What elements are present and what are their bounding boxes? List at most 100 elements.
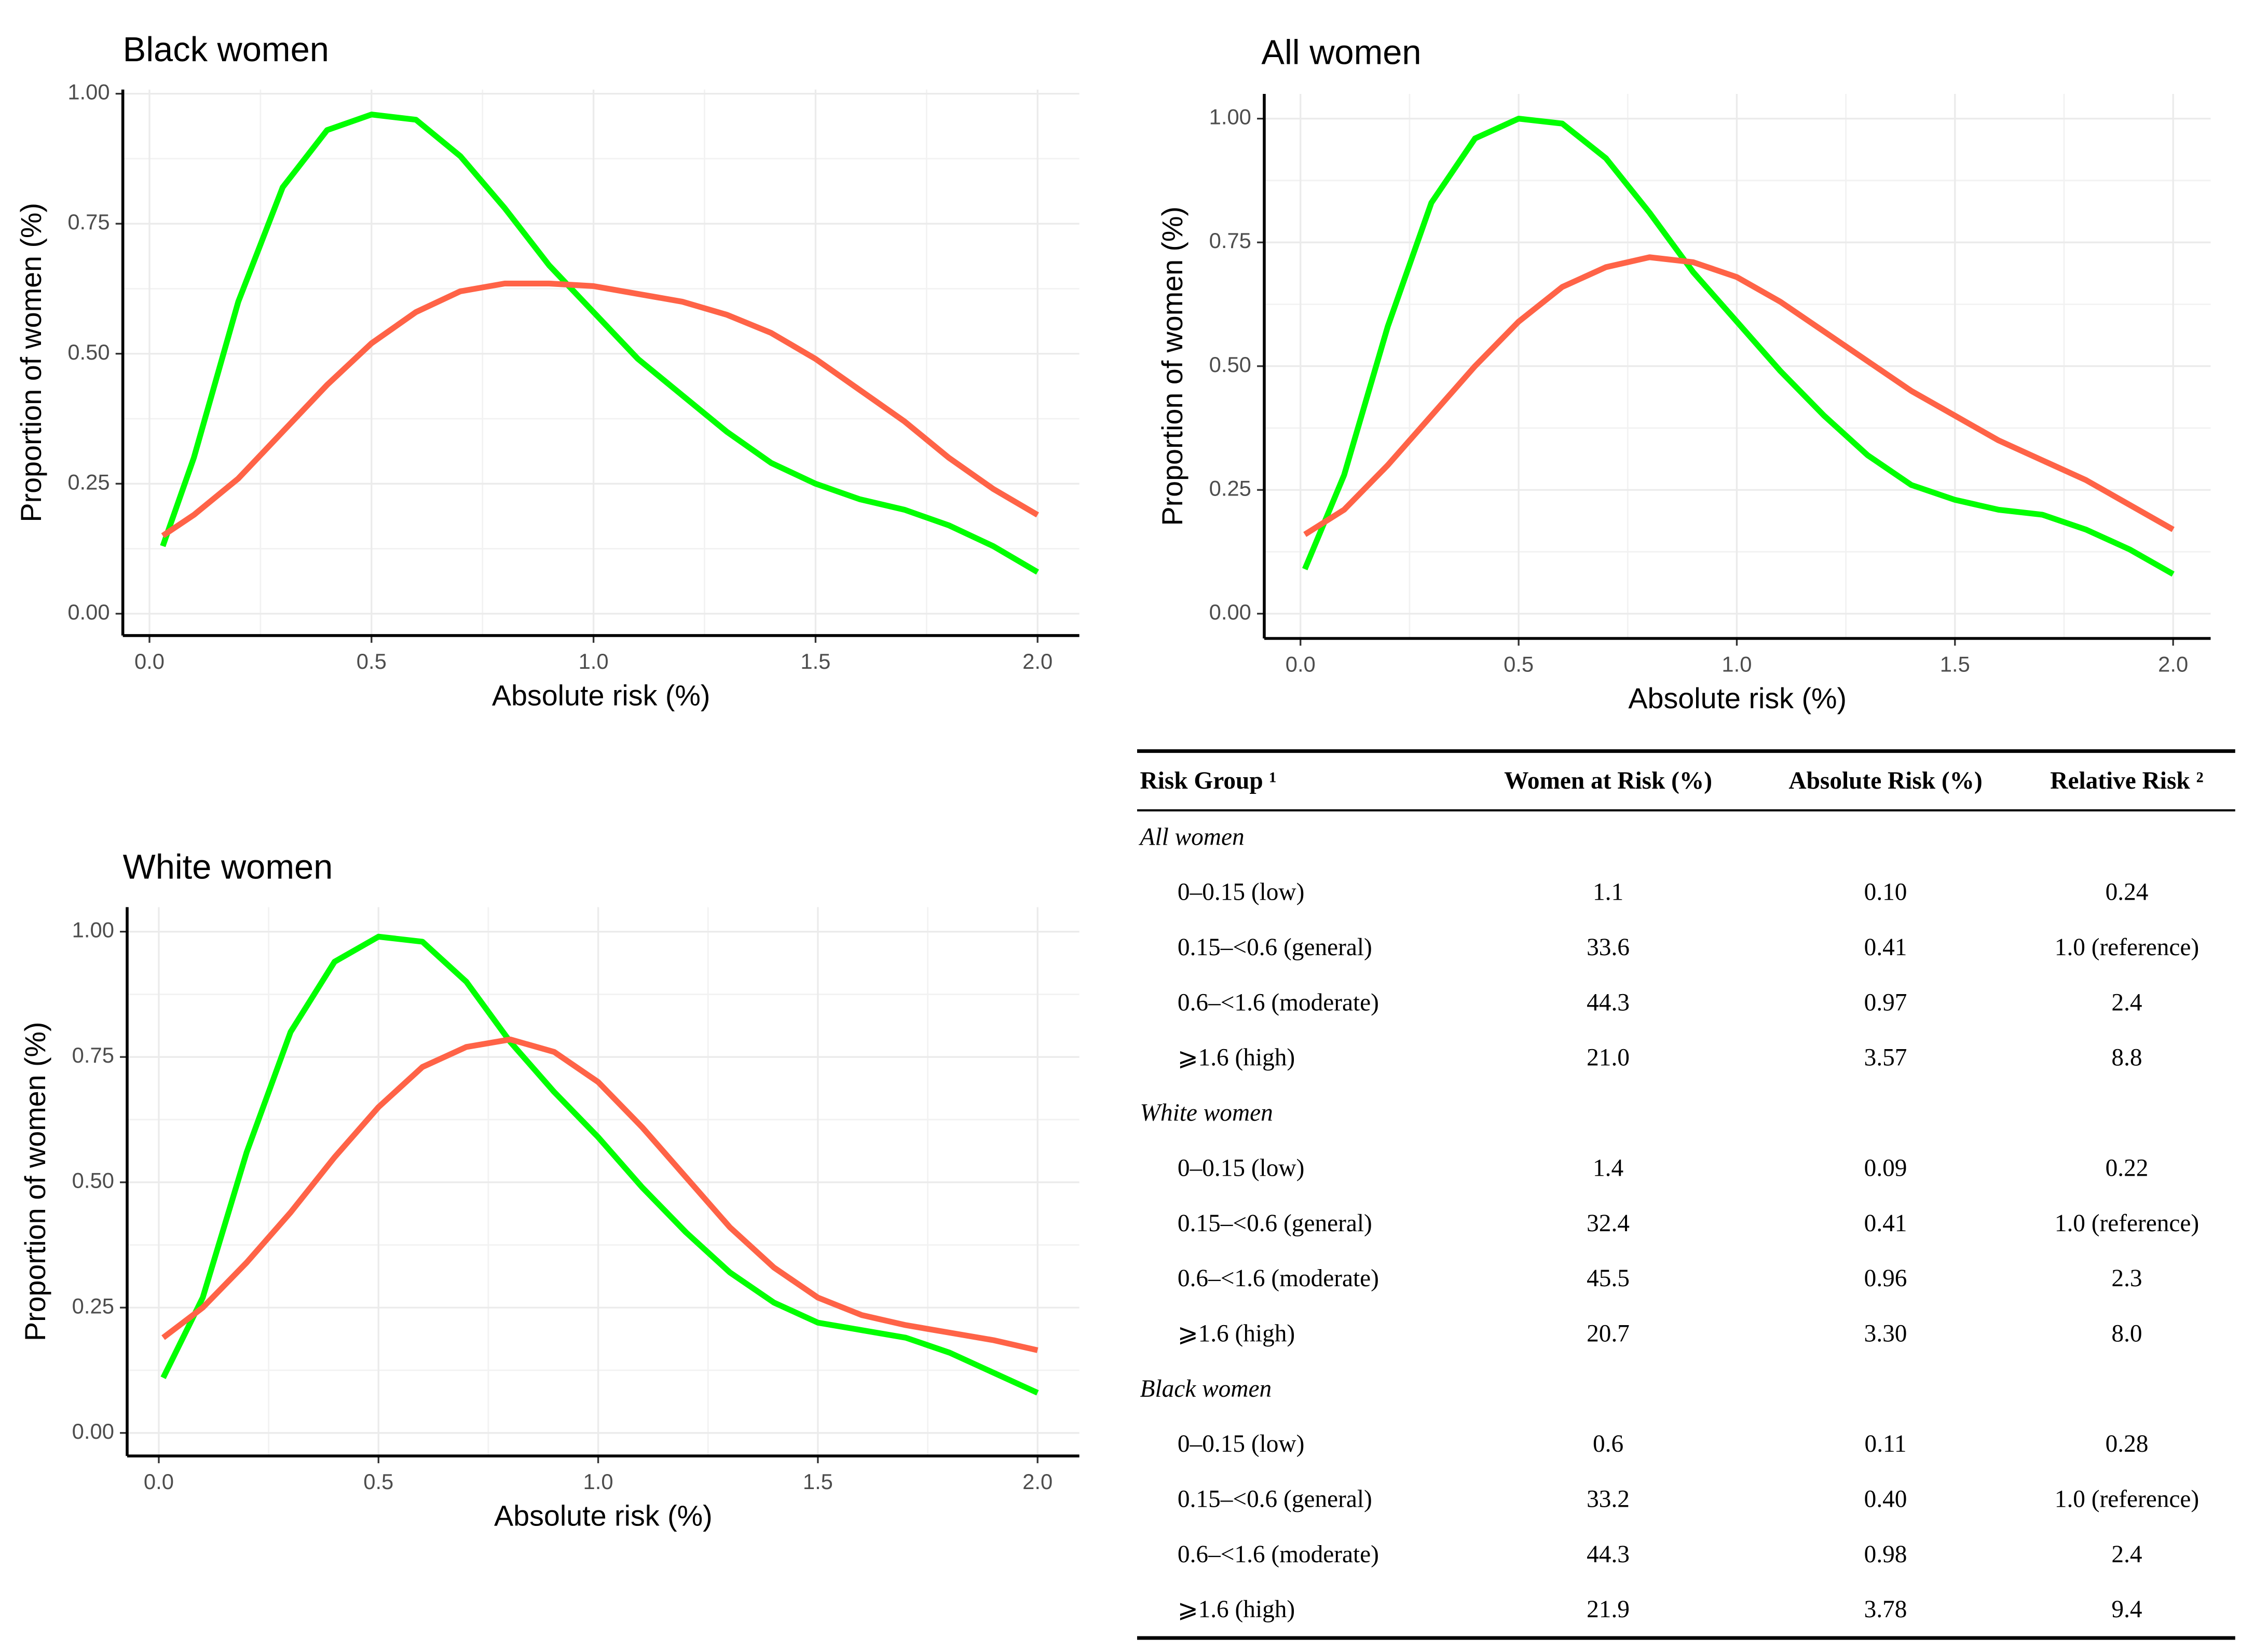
- table-cell: 44.3: [1587, 1541, 1630, 1568]
- line: [1302, 116, 2175, 577]
- y-tick-label: 0.00: [67, 600, 110, 624]
- table-cell: 0.22: [2106, 1154, 2149, 1181]
- y-tick-label: 0.00: [1209, 600, 1251, 624]
- table-cell: 0.24: [2106, 879, 2149, 906]
- chart-panel: 0.00 0.25 0.50 0.75 1.00 0.0 0.5 1.0 1.5 2.0 All w…: [1156, 33, 2211, 714]
- table-cell: 33.6: [1587, 934, 1630, 961]
- table-cell: 0.98: [1864, 1541, 1907, 1568]
- y-axis-label: Proportion of women (%): [19, 1022, 51, 1341]
- x-tick-label: 0.0: [1286, 652, 1316, 676]
- table-cell: 9.4: [2111, 1596, 2142, 1623]
- x-tick-label: 0.0: [144, 1469, 174, 1494]
- table-cell: 1.0 (reference): [2055, 934, 2199, 961]
- chart-panel: 0.00 0.25 0.50 0.75 1.00 0.0 0.5 1.0 1.5 2.0 White…: [19, 848, 1080, 1532]
- table-cell: 3.78: [1864, 1596, 1907, 1623]
- y-tick-label: 0.25: [1209, 476, 1251, 500]
- y-tick-label: 0.50: [67, 340, 110, 364]
- x-axis-label: Absolute risk (%): [494, 1500, 713, 1532]
- table-cell: 0.97: [1864, 989, 1907, 1016]
- x-tick-label: 0.0: [134, 649, 165, 673]
- chart-panel: 0.00 0.25 0.50 0.75 1.00 0.0 0.5 1.0 1.5 2.0 Black…: [15, 31, 1080, 711]
- y-axis-label: Proportion of women (%): [15, 203, 47, 522]
- table-cell: 0.15–<0.6 (general): [1178, 1210, 1372, 1237]
- y-tick-label: 0.25: [72, 1293, 114, 1318]
- table-cell: ⩾1.6 (high): [1178, 1320, 1295, 1347]
- x-tick-label: 1.5: [1940, 652, 1970, 676]
- y-tick-label: 0.75: [72, 1043, 114, 1067]
- table-cell: 0.09: [1864, 1154, 1907, 1181]
- table-cell: 0–0.15 (low): [1178, 1154, 1304, 1181]
- table-cell: 2.4: [2111, 1541, 2142, 1568]
- x-tick-label: 1.0: [579, 649, 609, 673]
- table-cell: 45.5: [1587, 1265, 1630, 1292]
- table-cell: ⩾1.6 (high): [1178, 1596, 1295, 1623]
- line: [160, 112, 1040, 575]
- table-cell: 0.15–<0.6 (general): [1178, 934, 1372, 961]
- x-axis-label: Absolute risk (%): [1628, 682, 1847, 714]
- chart-title: Black women: [123, 31, 329, 69]
- table-header: Women at Risk (%): [1504, 767, 1712, 794]
- table-cell: 44.3: [1587, 989, 1630, 1016]
- table-section-label: All women: [1139, 823, 1245, 850]
- table: Risk Group ¹ Women at Risk (%) Absolute Ri…: [1137, 749, 2235, 1640]
- table-cell: 21.9: [1587, 1596, 1630, 1623]
- y-tick-label: 0.25: [67, 470, 110, 494]
- x-tick-label: 1.0: [583, 1469, 613, 1494]
- table-cell: 2.4: [2111, 989, 2142, 1016]
- y-tick-label: 1.00: [67, 80, 110, 104]
- table-cell: 0.15–<0.6 (general): [1178, 1485, 1372, 1512]
- x-tick-label: 0.5: [357, 649, 387, 673]
- x-tick-label: 2.0: [1022, 1469, 1053, 1494]
- y-tick-label: 1.00: [72, 918, 114, 942]
- x-tick-label: 1.5: [800, 649, 830, 673]
- table-header: Absolute Risk (%): [1788, 767, 1982, 794]
- table-section-label: White women: [1140, 1099, 1273, 1126]
- x-tick-label: 1.0: [1722, 652, 1752, 676]
- table-cell: ⩾1.6 (high): [1178, 1044, 1295, 1071]
- table-cell: 0.40: [1864, 1485, 1907, 1512]
- y-tick-label: 0.75: [67, 210, 110, 234]
- table-cell: 0.41: [1864, 934, 1907, 961]
- y-tick-label: 0.00: [72, 1419, 114, 1443]
- line: [1303, 254, 2175, 537]
- table-cell: 0.10: [1864, 879, 1907, 906]
- x-tick-label: 2.0: [1022, 649, 1053, 673]
- table-cell: 1.4: [1593, 1154, 1623, 1181]
- y-tick-label: 1.00: [1209, 105, 1251, 129]
- table-cell: 1.0 (reference): [2055, 1210, 2199, 1237]
- line: [161, 1036, 1039, 1353]
- table-cell: 2.3: [2111, 1265, 2142, 1292]
- table-cell: 20.7: [1587, 1320, 1630, 1347]
- table-section-label: Black women: [1140, 1375, 1272, 1402]
- table-cell: 8.8: [2111, 1044, 2142, 1071]
- y-tick-label: 0.50: [72, 1168, 114, 1193]
- x-tick-label: 0.5: [1504, 652, 1534, 676]
- table-cell: 1.0 (reference): [2055, 1485, 2199, 1512]
- table-cell: 0.6–<1.6 (moderate): [1178, 989, 1379, 1016]
- table-cell: 32.4: [1587, 1210, 1630, 1237]
- table-cell: 0.41: [1864, 1210, 1907, 1237]
- table-cell: 21.0: [1587, 1044, 1630, 1071]
- table-header: Relative Risk ²: [2050, 767, 2203, 794]
- y-tick-label: 0.50: [1209, 352, 1251, 377]
- table-header: Risk Group ¹: [1140, 767, 1277, 794]
- chart-title: All women: [1261, 33, 1421, 72]
- line: [160, 933, 1039, 1396]
- line: [161, 280, 1040, 539]
- table-cell: 0.28: [2106, 1430, 2149, 1457]
- table-cell: 0.6–<1.6 (moderate): [1178, 1265, 1379, 1292]
- x-tick-label: 1.5: [803, 1469, 833, 1494]
- chart-title: White women: [123, 848, 333, 887]
- x-tick-label: 2.0: [2158, 652, 2188, 676]
- table-cell: 0.6–<1.6 (moderate): [1178, 1541, 1379, 1568]
- table-cell: 0.11: [1865, 1430, 1907, 1457]
- table-cell: 0.6: [1593, 1430, 1623, 1457]
- table-cell: 0.96: [1864, 1265, 1907, 1292]
- x-axis-label: Absolute risk (%): [492, 679, 711, 711]
- table-cell: 0–0.15 (low): [1178, 1430, 1304, 1457]
- table-cell: 1.1: [1593, 879, 1623, 906]
- x-tick-label: 0.5: [363, 1469, 393, 1494]
- table-cell: 3.30: [1864, 1320, 1907, 1347]
- table-cell: 33.2: [1587, 1485, 1630, 1512]
